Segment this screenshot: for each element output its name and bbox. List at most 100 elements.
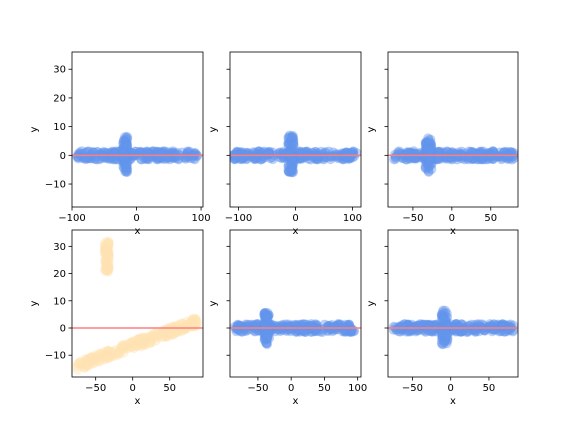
scatter-point (487, 326, 498, 337)
scatter-point (284, 138, 295, 149)
x-tick-label: 50 (483, 383, 496, 394)
scatter-point (507, 151, 518, 162)
scatter-point (174, 319, 185, 330)
scatter-point (287, 155, 298, 166)
scatter-point (338, 149, 349, 159)
scatter-point (259, 308, 270, 318)
scatter-point (419, 153, 430, 164)
scatter-point (240, 319, 251, 330)
scatter-point (499, 147, 510, 158)
scatter-point (145, 338, 156, 349)
scatter-point (334, 319, 345, 330)
scatter-point (119, 132, 130, 142)
scatter-point (405, 151, 416, 162)
x-axis-label: x (293, 226, 299, 237)
scatter-point (180, 153, 191, 164)
scatter-point (269, 323, 280, 334)
scatter-point (104, 350, 115, 361)
scatter-point (134, 333, 145, 344)
scatter-point (99, 245, 110, 256)
scatter-point (145, 337, 156, 348)
scatter-point (106, 350, 116, 361)
scatter-point (101, 258, 111, 269)
scatter-point (296, 319, 306, 330)
scatter-point (96, 349, 106, 360)
scatter-point (121, 341, 132, 352)
scatter-point (122, 140, 133, 151)
scatter-point (246, 319, 257, 330)
scatter-point (89, 353, 100, 364)
scatter-point (311, 151, 322, 162)
scatter-point (306, 324, 317, 335)
subplot-4: −50 0 50 −10 0 10 20 30 x y (29, 229, 204, 407)
scatter-point (122, 134, 132, 145)
scatter-point (443, 147, 454, 158)
scatter-point (242, 319, 253, 330)
scatter-point (403, 319, 414, 330)
scatter-point (283, 132, 294, 143)
scatter-point (101, 242, 112, 253)
scatter-point (297, 146, 308, 157)
scatter-point (102, 246, 113, 257)
scatter-point (423, 167, 434, 177)
scatter-point (305, 154, 316, 165)
x-tick-label: −50 (247, 383, 268, 394)
x-axis-label: x (293, 396, 299, 407)
scatter-point (491, 151, 502, 162)
scatter-point (133, 334, 144, 345)
scatter-point (85, 359, 96, 370)
scatter-point (394, 324, 405, 335)
scatter-point (163, 328, 174, 339)
scatter-point (235, 326, 246, 337)
scatter-point (420, 322, 431, 333)
scatter-point (441, 316, 451, 327)
scatter-point (102, 153, 113, 164)
scatter-point (231, 147, 242, 158)
x-axis-label: x (450, 396, 456, 407)
scatter-point (277, 324, 288, 335)
scatter-point (310, 323, 320, 334)
scatter-point (99, 238, 110, 249)
scatter-point (494, 326, 505, 337)
x-tick-label: −50 (85, 383, 106, 394)
scatter-point (287, 132, 298, 143)
scatter-point (328, 147, 339, 158)
scatter-point (326, 319, 337, 330)
scatter-point (250, 147, 261, 158)
scatter-point (91, 352, 102, 363)
scatter-point (262, 332, 273, 342)
scatter-point (504, 321, 515, 332)
scatter-point (401, 326, 412, 337)
scatter-point (340, 324, 351, 334)
scatter-point (76, 151, 87, 162)
scatter-point (440, 151, 451, 162)
scatter-point (137, 337, 148, 348)
scatter-point (388, 321, 399, 332)
scatter-point (191, 316, 201, 327)
scatter-point (121, 144, 132, 154)
scatter-point (399, 149, 410, 160)
scatter-point (100, 244, 110, 255)
scatter-point (86, 352, 97, 363)
scatter-point (504, 146, 515, 157)
scatter-point (192, 151, 202, 162)
scatter-point (405, 148, 415, 159)
scatter-point (487, 153, 498, 164)
scatter-point (160, 331, 171, 342)
scatter-point (346, 151, 357, 162)
scatter-point (125, 340, 135, 351)
scatter-point (413, 148, 423, 159)
scatter-point (263, 326, 274, 337)
scatter-point (134, 146, 145, 157)
scatter-point (117, 143, 128, 154)
scatter-point (121, 159, 131, 170)
scatter-point (404, 153, 415, 164)
x-tick-label: 0 (448, 383, 454, 394)
scatter-point (438, 312, 449, 323)
scatter-point (163, 147, 174, 158)
scatter-point (438, 313, 449, 324)
scatter-point (431, 153, 442, 164)
scatter-point (404, 147, 415, 158)
scatter-point (470, 326, 481, 337)
